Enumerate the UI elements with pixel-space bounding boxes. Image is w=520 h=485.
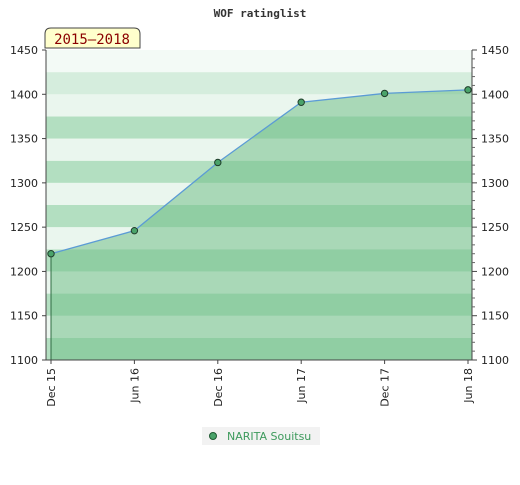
axes	[45, 50, 473, 361]
y-tick-label-left: 1250	[10, 221, 38, 234]
x-tick-label: Dec 15	[45, 368, 58, 407]
y-tick-label-right: 1150	[481, 310, 509, 323]
y-axis-left: 1100 1150 1200 1250 1300 1350 1400 1450	[10, 44, 46, 367]
y-tick-label-left: 1300	[10, 177, 38, 190]
y-tick-label-left: 1200	[10, 265, 38, 278]
period-label-box: 2015–2018	[44, 27, 141, 49]
data-point	[464, 86, 472, 94]
y-tick-label-left: 1400	[10, 88, 38, 101]
y-tick-label-left: 1450	[10, 44, 38, 57]
data-point	[47, 250, 55, 258]
y-tick-label-left: 1350	[10, 133, 38, 146]
background-band	[46, 72, 472, 95]
y-tick-label-right: 1350	[481, 133, 509, 146]
y-tick-label-right: 1400	[481, 88, 509, 101]
y-tick-label-right: 1300	[481, 177, 509, 190]
y-tick-label-right: 1100	[481, 354, 509, 367]
legend-background	[202, 427, 320, 445]
y-tick-label-right: 1250	[481, 221, 509, 234]
y-tick-label-right: 1200	[481, 265, 509, 278]
y-tick-label-right: 1450	[481, 44, 509, 57]
data-point	[130, 226, 139, 235]
period-label-background	[44, 27, 141, 49]
x-tick-label: Jun 17	[295, 368, 308, 404]
data-point	[380, 89, 389, 98]
y-axis-right: 1100 1150 1200 1250 1300 1350 1400 1450	[472, 44, 509, 367]
legend-marker	[209, 432, 217, 440]
chart-title: WOF ratinglist	[214, 7, 307, 20]
y-tick-label-left: 1150	[10, 310, 38, 323]
x-tick-label: Jun 18	[462, 368, 475, 404]
data-point	[297, 98, 305, 106]
data-point	[214, 158, 222, 167]
data-points	[47, 86, 472, 258]
legend[interactable]: NARITA Souitsu	[202, 427, 320, 445]
background-band	[46, 50, 472, 73]
x-tick-label: Jun 16	[128, 368, 141, 404]
period-label: 2015–2018	[54, 32, 130, 48]
legend-series-name: NARITA Souitsu	[227, 430, 311, 443]
series-area	[51, 89, 472, 360]
x-axis: Dec 15 Jun 16 Dec 16 Jun 17 Dec 17 Jun 18	[45, 360, 475, 407]
x-tick-label: Dec 17	[379, 368, 392, 407]
y-tick-label-left: 1100	[10, 354, 38, 367]
x-tick-label: Dec 16	[212, 368, 225, 407]
